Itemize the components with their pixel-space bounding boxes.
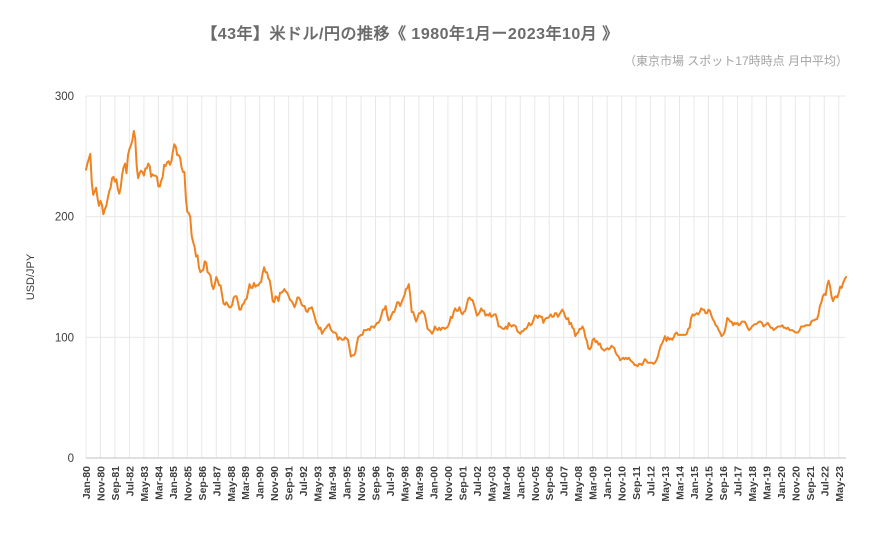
x-tick-label: Nov-00 [443, 466, 455, 501]
x-tick-label: Mar-14 [675, 466, 687, 500]
x-tick-label: Jul-07 [559, 466, 571, 497]
x-tick-label: Jul-22 [819, 466, 831, 497]
y-tick-label: 200 [55, 212, 74, 224]
x-tick-label: Mar-09 [588, 466, 600, 500]
chart-title: 【43年】米ドル/円の推移《 1980年1月ー2023年10月 》 [201, 26, 619, 43]
x-tick-label: May-23 [834, 466, 846, 502]
x-tick-label: Nov-80 [95, 466, 107, 501]
x-tick-label: Jan-15 [689, 466, 701, 499]
x-tick-label: Sep-86 [197, 466, 209, 501]
x-tick-label: Jul-97 [385, 466, 397, 497]
x-tick-label: Nov-10 [617, 466, 629, 501]
x-tick-label: Sep-21 [805, 466, 817, 501]
x-tick-label: Jul-92 [298, 466, 310, 497]
x-tick-label: Jan-20 [776, 466, 788, 499]
x-tick-label: May-93 [313, 466, 325, 502]
x-tick-label: Jan-95 [342, 466, 354, 499]
y-tick-label: 100 [55, 332, 74, 344]
x-tick-label: Jul-87 [211, 466, 223, 497]
x-tick-label: Sep-06 [544, 466, 556, 501]
x-tick-label: Nov-90 [269, 466, 281, 501]
x-tick-label: May-83 [139, 466, 151, 502]
x-tick-label: Jan-90 [255, 466, 267, 499]
x-tick-label: May-88 [226, 466, 238, 502]
x-tick-label: Nov-20 [790, 466, 802, 501]
x-tick-label: Mar-04 [501, 466, 513, 500]
usdjpy-series-line [85, 130, 847, 368]
x-tick-label: Mar-19 [761, 466, 773, 500]
x-tick-label: Jan-85 [168, 466, 180, 499]
x-tick-label: Jan-10 [602, 466, 614, 499]
x-tick-label: Mar-94 [327, 466, 339, 500]
x-tick-label: Jan-80 [81, 466, 93, 499]
x-tick-label: Nov-15 [703, 466, 715, 501]
x-tick-label: Mar-99 [414, 466, 426, 500]
x-tick-label: Sep-16 [718, 466, 730, 501]
chart-subtitle: （東京市場 スポット17時時点 月中平均） [623, 54, 848, 68]
x-tick-label: May-08 [573, 466, 585, 502]
x-tick-label: Sep-11 [631, 466, 643, 500]
x-tick-label: Sep-01 [457, 466, 469, 501]
x-tick-label: Mar-89 [240, 466, 252, 500]
x-tick-label: Sep-96 [371, 466, 383, 501]
x-tick-label: May-18 [747, 466, 759, 502]
x-tick-label: Sep-91 [284, 466, 296, 501]
x-tick-label: Jul-17 [732, 466, 744, 497]
x-tick-label: Mar-84 [153, 466, 165, 500]
x-tick-label: May-98 [399, 466, 411, 502]
x-tick-label: May-13 [660, 466, 672, 502]
x-tick-label: Jul-82 [124, 466, 136, 497]
y-tick-label: 0 [68, 453, 74, 465]
x-tick-label: Nov-05 [530, 466, 542, 501]
x-tick-label: Sep-81 [110, 466, 122, 501]
x-tick-label: May-03 [486, 466, 498, 502]
x-tick-label: Nov-95 [356, 466, 368, 501]
x-tick-label: Jan-05 [515, 466, 527, 499]
y-tick-label: 300 [55, 91, 74, 103]
x-tick-label: Nov-85 [182, 466, 194, 501]
x-tick-label: Jul-12 [646, 466, 658, 497]
x-tick-label: Jan-00 [428, 466, 440, 499]
x-tick-label: Jul-02 [472, 466, 484, 497]
